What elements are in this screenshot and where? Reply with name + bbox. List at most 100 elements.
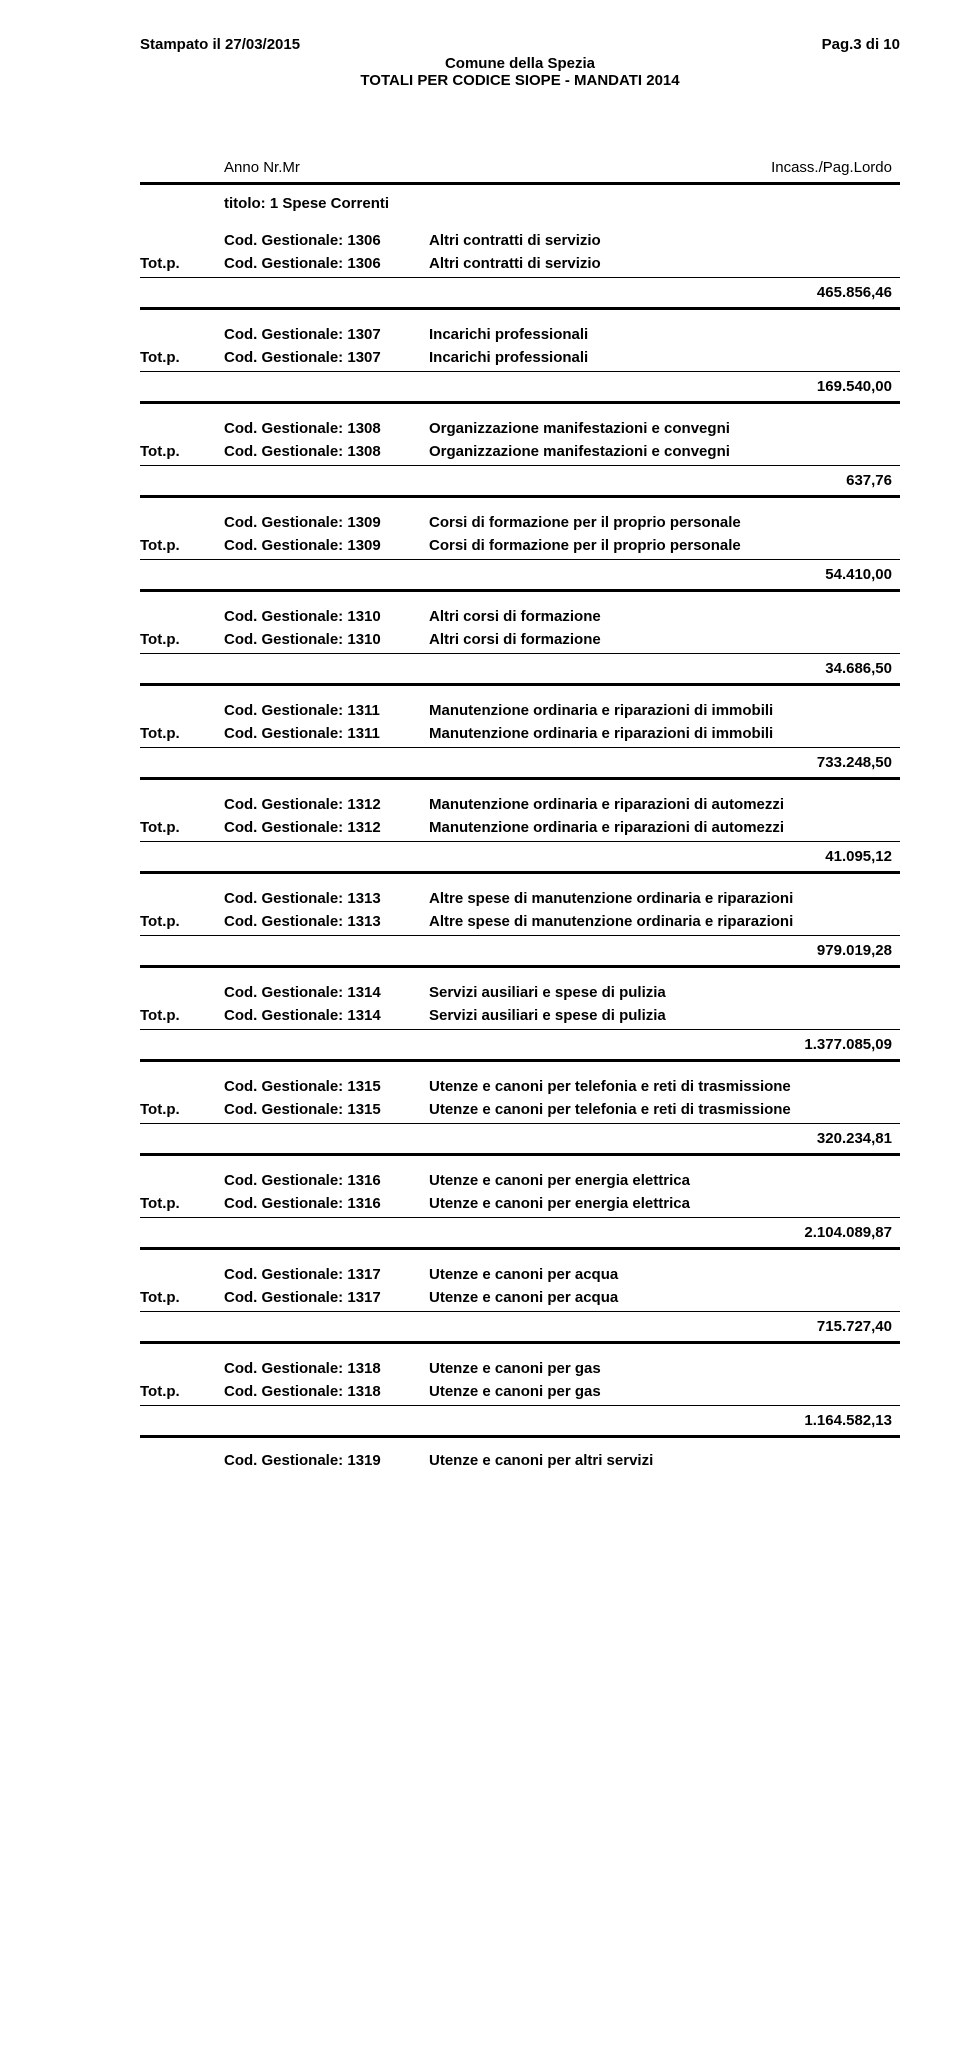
entry-line: Cod. Gestionale: 1312Manutenzione ordina… [140,792,900,813]
entry-code: Cod. Gestionale: 1312 [224,819,429,836]
amount-value: 320.234,81 [817,1130,892,1147]
entry-code: Cod. Gestionale: 1308 [224,443,429,460]
entry-code: Cod. Gestionale: 1316 [224,1172,429,1189]
header-title: TOTALI PER CODICE SIOPE - MANDATI 2014 [140,72,900,89]
totp-label: Tot.p. [140,349,224,366]
entry-total-line: Tot.p.Cod. Gestionale: 1314Servizi ausil… [140,1001,900,1029]
entry-desc: Servizi ausiliari e spese di pulizia [429,984,900,1001]
entry-line: Cod. Gestionale: 1309Corsi di formazione… [140,510,900,531]
entry-desc: Utenze e canoni per altri servizi [429,1452,900,1469]
entry-desc: Utenze e canoni per telefonia e reti di … [429,1101,900,1118]
entry-block: Cod. Gestionale: 1306Altri contratti di … [140,228,900,310]
entry-desc: Altri contratti di servizio [429,255,900,272]
totp-label: Tot.p. [140,255,224,272]
entry-code: Cod. Gestionale: 1316 [224,1195,429,1212]
entry-desc: Incarichi professionali [429,349,900,366]
header-org: Comune della Spezia [140,55,900,72]
amount-row: 465.856,46 [140,278,900,307]
divider [140,1341,900,1344]
amount-value: 637,76 [846,472,892,489]
entry-total-line: Tot.p.Cod. Gestionale: 1311Manutenzione … [140,719,900,747]
entry-block: Cod. Gestionale: 1313Altre spese di manu… [140,886,900,968]
column-header: Anno Nr.Mr Incass./Pag.Lordo [140,159,900,176]
entry-block: Cod. Gestionale: 1308Organizzazione mani… [140,416,900,498]
entry-total-line: Tot.p.Cod. Gestionale: 1315Utenze e cano… [140,1095,900,1123]
amount-value: 715.727,40 [817,1318,892,1335]
entry-total-line: Tot.p.Cod. Gestionale: 1306Altri contrat… [140,249,900,277]
entry-desc: Utenze e canoni per energia elettrica [429,1195,900,1212]
entry-line: Cod. Gestionale: 1306Altri contratti di … [140,228,900,249]
entry-desc: Corsi di formazione per il proprio perso… [429,514,900,531]
entry-line: Cod. Gestionale: 1307Incarichi professio… [140,322,900,343]
entry-total-line: Tot.p.Cod. Gestionale: 1308Organizzazion… [140,437,900,465]
entry-total-line: Tot.p.Cod. Gestionale: 1317Utenze e cano… [140,1283,900,1311]
divider [140,871,900,874]
entry-desc: Manutenzione ordinaria e riparazioni di … [429,725,900,742]
entry-desc: Altre spese di manutenzione ordinaria e … [429,890,900,907]
header-top: Stampato il 27/03/2015 Pag.3 di 10 [140,36,900,53]
totp-label: Tot.p. [140,631,224,648]
amount-value: 1.164.582,13 [804,1412,892,1429]
entry-line: Cod. Gestionale: 1310Altri corsi di form… [140,604,900,625]
amount-value: 465.856,46 [817,284,892,301]
entry-code: Cod. Gestionale: 1311 [224,725,429,742]
entry-code: Cod. Gestionale: 1319 [224,1452,429,1469]
amount-row: 169.540,00 [140,372,900,401]
amount-value: 169.540,00 [817,378,892,395]
amount-row: 637,76 [140,466,900,495]
entry-total-line: Tot.p.Cod. Gestionale: 1318Utenze e cano… [140,1377,900,1405]
entry-code: Cod. Gestionale: 1315 [224,1101,429,1118]
entry-line: Cod. Gestionale: 1308Organizzazione mani… [140,416,900,437]
entry-block: Cod. Gestionale: 1312Manutenzione ordina… [140,792,900,874]
entry-block: Cod. Gestionale: 1317Utenze e canoni per… [140,1262,900,1344]
page-number: Pag.3 di 10 [822,36,900,53]
entry-code: Cod. Gestionale: 1309 [224,537,429,554]
entry-line: Cod. Gestionale: 1318Utenze e canoni per… [140,1356,900,1377]
amount-row: 41.095,12 [140,842,900,871]
entry-desc: Altri corsi di formazione [429,608,900,625]
amount-row: 320.234,81 [140,1124,900,1153]
entry-code: Cod. Gestionale: 1318 [224,1383,429,1400]
section-title: titolo: 1 Spese Correnti [140,185,900,216]
entry-desc: Organizzazione manifestazioni e convegni [429,420,900,437]
entry-desc: Altre spese di manutenzione ordinaria e … [429,913,900,930]
amount-row: 2.104.089,87 [140,1218,900,1247]
totp-label: Tot.p. [140,913,224,930]
entry-code: Cod. Gestionale: 1306 [224,232,429,249]
entry-line: Cod. Gestionale: 1316Utenze e canoni per… [140,1168,900,1189]
entry-code: Cod. Gestionale: 1306 [224,255,429,272]
divider [140,589,900,592]
entry-total-line: Tot.p.Cod. Gestionale: 1316Utenze e cano… [140,1189,900,1217]
totp-label: Tot.p. [140,725,224,742]
trailing-entry: Cod. Gestionale: 1319 Utenze e canoni pe… [140,1438,900,1469]
entry-line: Cod. Gestionale: 1313Altre spese di manu… [140,886,900,907]
entry-code: Cod. Gestionale: 1315 [224,1078,429,1095]
amount-value: 41.095,12 [825,848,892,865]
amount-row: 715.727,40 [140,1312,900,1341]
entry-desc: Organizzazione manifestazioni e convegni [429,443,900,460]
entry-code: Cod. Gestionale: 1310 [224,608,429,625]
divider [140,777,900,780]
totp-label: Tot.p. [140,1007,224,1024]
entry-block: Cod. Gestionale: 1316Utenze e canoni per… [140,1168,900,1250]
entry-line: Cod. Gestionale: 1317Utenze e canoni per… [140,1262,900,1283]
entry-code: Cod. Gestionale: 1309 [224,514,429,531]
entry-total-line: Tot.p.Cod. Gestionale: 1313Altre spese d… [140,907,900,935]
amount-value: 2.104.089,87 [804,1224,892,1241]
entry-code: Cod. Gestionale: 1311 [224,702,429,719]
entry-code: Cod. Gestionale: 1317 [224,1289,429,1306]
entry-line: Cod. Gestionale: 1315Utenze e canoni per… [140,1074,900,1095]
entry-line: Cod. Gestionale: 1311Manutenzione ordina… [140,698,900,719]
entry-code: Cod. Gestionale: 1307 [224,326,429,343]
divider [140,683,900,686]
entry-code: Cod. Gestionale: 1308 [224,420,429,437]
amount-row: 1.164.582,13 [140,1406,900,1435]
amount-row: 54.410,00 [140,560,900,589]
entry-code: Cod. Gestionale: 1314 [224,984,429,1001]
divider [140,1247,900,1250]
entry-block: Cod. Gestionale: 1314Servizi ausiliari e… [140,980,900,1062]
entry-desc: Utenze e canoni per gas [429,1360,900,1377]
entry-code: Cod. Gestionale: 1314 [224,1007,429,1024]
amount-row: 733.248,50 [140,748,900,777]
entry-desc: Manutenzione ordinaria e riparazioni di … [429,702,900,719]
